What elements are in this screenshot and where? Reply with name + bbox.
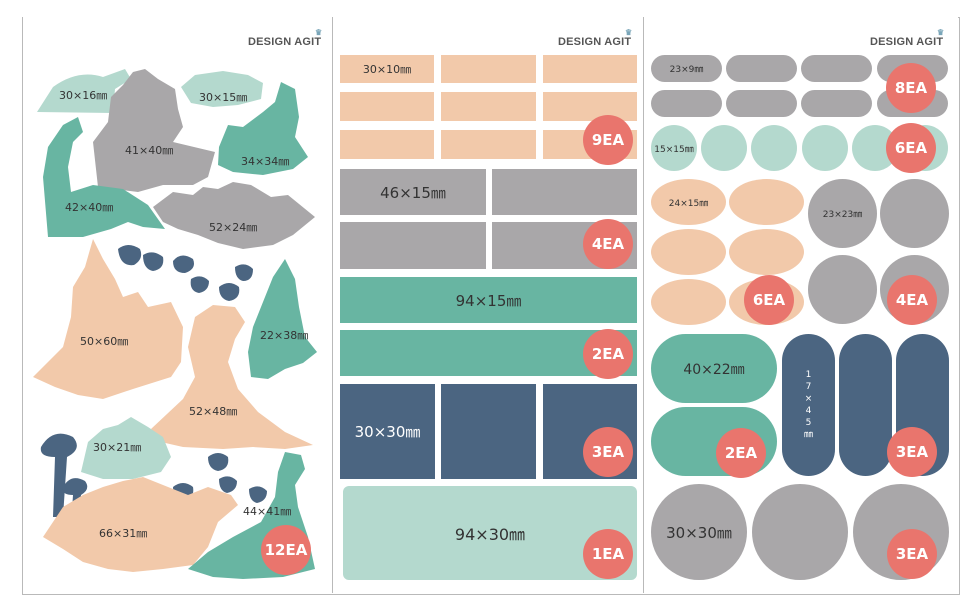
quantity-badge: 3EA xyxy=(887,427,937,477)
sticker-23x9[interactable] xyxy=(801,55,872,82)
sticker-15x15[interactable] xyxy=(701,125,747,171)
tree-icon xyxy=(40,433,77,517)
dino-sticker-30x15 xyxy=(181,71,263,107)
dino-sticker-30x21 xyxy=(81,417,171,479)
sticker-23x23[interactable]: 23×23㎜ xyxy=(808,179,877,248)
vertical-label-char: × xyxy=(804,394,813,404)
dino-size-label: 30×16㎜ xyxy=(59,89,108,102)
quantity-badge: 4EA xyxy=(887,275,937,325)
quantity-badge: 6EA xyxy=(744,275,794,325)
sticker-24x15[interactable] xyxy=(729,179,804,225)
sticker-46x15[interactable]: 46×15㎜ xyxy=(340,169,486,215)
sticker-15x15[interactable] xyxy=(751,125,797,171)
panel-rectangle-stickers[interactable]: DESIGN AGIT ♛ 30×10㎜ 9EA 46×15㎜ 4EA 94×15… xyxy=(333,17,644,593)
dino-size-label: 42×40㎜ xyxy=(65,201,114,214)
quantity-badge: 3EA xyxy=(887,529,937,579)
dino-size-label: 50×60㎜ xyxy=(80,335,129,348)
sticker-40x22[interactable]: 40×22㎜ xyxy=(651,334,777,403)
quantity-badge: 6EA xyxy=(886,123,936,173)
quantity-badge: 4EA xyxy=(583,219,633,269)
sticker-24x15[interactable] xyxy=(729,229,804,275)
sticker-15x15[interactable] xyxy=(802,125,848,171)
sticker-30x30[interactable]: 30×30㎜ xyxy=(340,384,435,479)
sticker-17x45[interactable]: 1 7 × 4 5 ㎜ xyxy=(782,334,835,476)
dino-sticker-41x40 xyxy=(93,69,215,192)
quantity-badge: 8EA xyxy=(886,63,936,113)
footprint-icon xyxy=(173,255,209,293)
footprint-icon xyxy=(208,453,237,493)
sticker-30x10[interactable] xyxy=(441,55,536,83)
dino-sticker-52x24 xyxy=(153,182,315,249)
sticker-30x10[interactable] xyxy=(340,130,434,159)
sticker-30x30[interactable] xyxy=(441,384,536,479)
sticker-24x15[interactable] xyxy=(651,229,726,275)
quantity-badge: 3EA xyxy=(583,427,633,477)
sticker-30x10[interactable] xyxy=(543,92,637,121)
dino-size-label: 30×21㎜ xyxy=(93,441,142,454)
dino-size-label: 34×34㎜ xyxy=(241,155,290,168)
sticker-23x9[interactable] xyxy=(651,90,722,117)
vertical-label-char: 4 xyxy=(805,406,812,416)
sticker-23x9[interactable] xyxy=(726,55,797,82)
dino-sticker-34x34 xyxy=(218,82,308,175)
dino-size-label: 22×38㎜ xyxy=(260,329,309,342)
quantity-badge: 1EA xyxy=(583,529,633,579)
vertical-label-char: 1 xyxy=(805,370,812,380)
sticker-30x10[interactable] xyxy=(441,130,536,159)
sticker-94x15[interactable]: 94×15㎜ xyxy=(340,277,637,323)
sticker-17x45[interactable] xyxy=(839,334,892,476)
vertical-label-char: ㎜ xyxy=(803,430,813,440)
quantity-badge: 2EA xyxy=(716,428,766,478)
sticker-30x10[interactable]: 30×10㎜ xyxy=(340,55,434,83)
sticker-15x15[interactable]: 15×15㎜ xyxy=(651,125,697,171)
dino-sticker-42x40 xyxy=(43,117,165,237)
footprint-icon xyxy=(118,245,164,271)
sticker-23x9[interactable]: 23×9㎜ xyxy=(651,55,722,82)
dino-sticker-50x60 xyxy=(33,239,183,399)
dino-size-label: 52×48㎜ xyxy=(189,405,238,418)
dino-sticker-66x31 xyxy=(43,477,238,572)
sticker-46x15[interactable] xyxy=(340,222,486,269)
sticker-30x10[interactable] xyxy=(543,55,637,83)
dino-sticker-52x48 xyxy=(151,305,313,449)
panel-rounded-stickers[interactable]: DESIGN AGIT ♛ 23×9㎜ 8EA 15×15㎜ 6EA 24×15㎜… xyxy=(644,17,958,593)
sticker-24x15[interactable]: 24×15㎜ xyxy=(651,179,726,225)
brand-logo: DESIGN AGIT ♛ xyxy=(870,28,945,48)
dino-size-label: 52×24㎜ xyxy=(209,221,258,234)
quantity-badge: 2EA xyxy=(583,329,633,379)
quantity-badge: 9EA xyxy=(583,115,633,165)
sticker-23x9[interactable] xyxy=(726,90,797,117)
dino-size-label: 30×15㎜ xyxy=(199,91,248,104)
panel-dinosaur-stickers[interactable]: DESIGN AGIT ♛ 30×16㎜ xyxy=(23,17,333,593)
footprint-icon xyxy=(219,264,253,301)
sticker-30x30-circle[interactable] xyxy=(752,484,848,580)
dino-size-label: 66×31㎜ xyxy=(99,527,148,540)
sticker-23x23[interactable] xyxy=(808,255,877,324)
quantity-badge: 12EA xyxy=(261,525,311,575)
sticker-46x15[interactable] xyxy=(492,169,637,215)
sticker-23x23[interactable] xyxy=(880,179,949,248)
brand-logo: DESIGN AGIT ♛ xyxy=(248,28,323,48)
sticker-23x9[interactable] xyxy=(801,90,872,117)
footprint-icon xyxy=(173,483,267,503)
sticker-30x30-circle[interactable]: 30×30㎜ xyxy=(651,484,747,580)
dino-sticker-30x16 xyxy=(37,69,131,113)
brand-logo: DESIGN AGIT ♛ xyxy=(558,28,633,48)
vertical-label-char: 7 xyxy=(805,382,812,392)
sticker-30x10[interactable] xyxy=(441,92,536,121)
sticker-30x10[interactable] xyxy=(340,92,434,121)
sticker-24x15[interactable] xyxy=(651,279,726,325)
dino-sticker-22x38 xyxy=(248,259,317,379)
dino-size-label: 41×40㎜ xyxy=(125,144,174,157)
dino-size-label: 44×41㎜ xyxy=(243,505,292,518)
vertical-label-char: 5 xyxy=(805,418,812,428)
